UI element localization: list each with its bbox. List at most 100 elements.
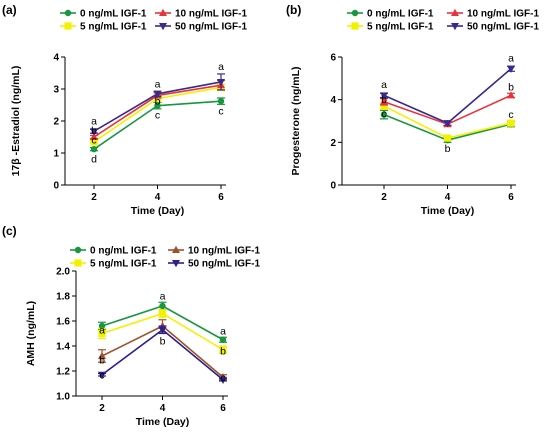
significance-label: c: [508, 109, 513, 121]
significance-label: c: [381, 108, 386, 120]
y-tick-label: 3: [53, 85, 59, 96]
legend-label: 0 ng/mL IGF-1: [367, 9, 434, 20]
significance-label: b: [381, 94, 387, 106]
data-point: [380, 97, 388, 105]
legend-marker: [351, 9, 359, 17]
y-axis-title: AMH (ng/mL): [25, 301, 37, 366]
legend-label: 10 ng/mL IGF-1: [188, 246, 260, 257]
data-point: [217, 97, 225, 105]
series-4: [98, 325, 227, 384]
y-tick-label: 1.6: [56, 317, 70, 328]
significance-label: a: [160, 291, 166, 303]
significance-label: c: [91, 135, 96, 147]
significance-label: a: [91, 116, 97, 128]
x-tick-label: 2: [99, 403, 105, 414]
x-axis-title: Time (Day): [131, 205, 185, 217]
data-point: [507, 91, 515, 99]
legend: 0 ng/mL IGF-1 10 ng/mL IGF-1 5 ng/mL IGF-1…: [347, 9, 539, 33]
chart-panel-1: (a) 0 1 2 3 4 2 4 6 Time (Day) 17β -Estradiol (ng/…: [2, 3, 247, 217]
legend-marker: [159, 23, 167, 31]
y-tick-label: 2.0: [56, 267, 70, 278]
significance-label: b: [99, 354, 105, 366]
legend-marker: [74, 259, 82, 267]
legend: 0 ng/mL IGF-1 10 ng/mL IGF-1 5 ng/mL IGF-1…: [70, 246, 260, 270]
y-tick-label: 1.0: [56, 392, 70, 403]
significance-label: b: [155, 96, 161, 108]
significance-label: b: [508, 81, 514, 93]
data-point: [380, 92, 388, 100]
significance-label: a: [99, 324, 105, 336]
x-tick-label: 2: [381, 192, 387, 203]
data-point: [158, 326, 167, 334]
data-point: [219, 346, 227, 354]
data-point: [443, 120, 452, 128]
data-point: [98, 371, 106, 379]
significance-label: b: [91, 125, 97, 137]
x-axis-title: Time (Day): [136, 416, 190, 428]
legend-marker: [159, 8, 167, 16]
y-tick-label: 1: [53, 149, 59, 160]
legend-label: 5 ng/mL IGF-1: [367, 22, 434, 33]
data-point: [98, 322, 106, 330]
data-point: [507, 119, 515, 127]
significance-label: c: [155, 110, 160, 122]
legend-marker: [172, 260, 180, 268]
panel-label: (c): [2, 224, 17, 238]
legend-label: 10 ng/mL IGF-1: [175, 9, 247, 20]
significance-label: a: [381, 79, 387, 91]
data-point: [98, 329, 106, 338]
y-tick-label: 0: [330, 181, 336, 192]
x-tick-label: 4: [160, 403, 166, 414]
data-point: [380, 102, 388, 110]
legend-label: 5 ng/mL IGF-1: [90, 259, 157, 270]
chart-panel-3: (c) 1.0 1.2 1.4 1.6 1.8 2.0 2 4 6 Time (Day) AMH (n…: [2, 224, 260, 428]
data-point: [443, 134, 452, 142]
x-tick-label: 4: [155, 192, 161, 203]
significance-label: a: [218, 61, 224, 73]
x-tick-label: 6: [220, 403, 226, 414]
significance-label: b: [445, 143, 451, 155]
significance-label: a: [155, 79, 161, 91]
y-tick-label: 1.4: [56, 342, 70, 353]
legend-label: 5 ng/mL IGF-1: [80, 22, 147, 33]
significance-label: c: [218, 105, 223, 117]
x-tick-label: 6: [218, 192, 224, 203]
data-point: [90, 132, 98, 140]
y-tick-label: 1.8: [56, 292, 70, 303]
y-tick-label: 2: [330, 138, 336, 149]
data-point: [153, 95, 162, 103]
data-point: [90, 138, 98, 146]
legend-marker: [74, 246, 82, 254]
legend-marker: [451, 23, 459, 31]
data-point: [219, 336, 227, 343]
data-point: [159, 302, 166, 310]
significance-label: a: [508, 53, 514, 65]
x-tick-label: 6: [508, 192, 514, 203]
legend-label: 10 ng/mL IGF-1: [467, 9, 539, 20]
panel-label: (a): [2, 3, 17, 17]
series-4: [380, 65, 515, 128]
legend-marker: [172, 245, 180, 253]
legend-marker: [64, 22, 72, 30]
panel-label: (b): [286, 3, 301, 17]
significance-label: b: [160, 336, 166, 348]
legend-marker: [451, 8, 459, 16]
data-point: [380, 111, 388, 118]
y-axis-title: Progesterone (ng/mL): [290, 66, 302, 175]
data-point: [507, 65, 515, 73]
data-point: [90, 145, 98, 153]
legend-label: 50 ng/mL IGF-1: [467, 22, 539, 33]
legend: 0 ng/mL IGF-1 10 ng/mL IGF-1 5 ng/mL IGF-1…: [60, 9, 247, 33]
y-tick-label: 1.2: [56, 367, 70, 378]
data-point: [217, 78, 225, 87]
series-1: [90, 97, 225, 153]
significance-label: a: [220, 326, 226, 338]
series-2: [98, 309, 227, 355]
x-axis-title: Time (Day): [421, 205, 475, 217]
y-tick-label: 0: [53, 181, 59, 192]
x-tick-label: 2: [91, 192, 97, 203]
legend-label: 0 ng/mL IGF-1: [80, 9, 147, 20]
series-4: [90, 73, 225, 136]
y-tick-label: 4: [53, 53, 59, 64]
significance-label: c: [99, 369, 104, 381]
